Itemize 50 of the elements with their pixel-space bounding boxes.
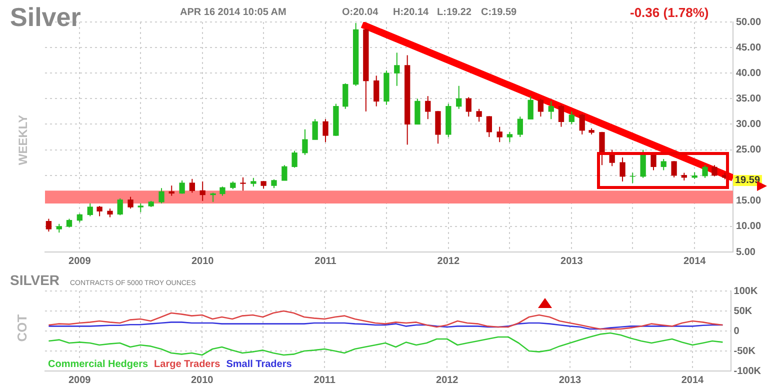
- series-label: Commercial Hedgers: [48, 359, 148, 370]
- text: O:20.04: [342, 7, 378, 18]
- y-tick-label: -50K: [734, 346, 756, 357]
- x-tick-label: 2009: [68, 256, 92, 267]
- candlestick: [138, 202, 144, 213]
- x-tick-label: 2012: [436, 374, 459, 386]
- y-tick-label: 30.00: [736, 118, 762, 130]
- x-tick-label: 2014: [683, 256, 706, 267]
- y-tick-label: 15.00: [736, 196, 762, 207]
- chart-subtitle: APR 16 2014 10:05 AM: [180, 7, 286, 18]
- x-tick-label: 2009: [68, 374, 92, 386]
- x-tick-label: 2011: [314, 374, 336, 386]
- candlestick: [271, 178, 277, 189]
- candlestick: [148, 200, 154, 208]
- chart-title: Silver: [10, 2, 81, 33]
- candlestick: [240, 176, 246, 192]
- candlestick: [96, 206, 102, 217]
- y-tick-label: 50.00: [736, 16, 762, 28]
- chart-title: SILVER: [10, 272, 60, 288]
- text: L:19.22: [437, 7, 472, 18]
- candlestick: [260, 180, 266, 190]
- y-tick-label: 45.00: [736, 42, 762, 54]
- y-tick-label: -100K: [734, 366, 762, 377]
- candlestick: [128, 196, 134, 210]
- y-tick-label: 40.00: [736, 68, 762, 79]
- candlestick: [435, 110, 441, 144]
- x-tick-label: 2013: [558, 374, 582, 386]
- x-tick-label: 2010: [190, 374, 214, 386]
- text: -0.36 (1.78%): [630, 5, 709, 20]
- y-tick-label: 50K: [734, 306, 753, 317]
- candlestick: [476, 108, 482, 122]
- x-tick-label: 2011: [314, 256, 337, 267]
- y-axis-title: COT: [14, 314, 30, 342]
- text: H:20.14: [393, 7, 429, 18]
- text: 19.59: [733, 175, 762, 186]
- x-tick-label: 2010: [191, 256, 214, 267]
- x-tick-label: 2013: [560, 256, 584, 267]
- candlestick: [250, 177, 256, 188]
- text: C:19.59: [481, 7, 517, 18]
- x-tick-label: 2014: [681, 374, 704, 386]
- text: Small Traders: [226, 359, 292, 370]
- y-tick-label: 10.00: [736, 221, 762, 232]
- x-tick-label: 2012: [437, 256, 460, 267]
- y-axis-title: WEEKLY: [16, 114, 30, 166]
- text: Large Traders: [154, 359, 220, 370]
- y-tick-label: 5.00: [736, 246, 756, 258]
- y-tick-label: 0: [734, 326, 740, 337]
- y-tick-label: 25.00: [736, 144, 762, 156]
- y-tick-label: 100K: [734, 286, 758, 297]
- y-tick-label: 35.00: [736, 93, 762, 104]
